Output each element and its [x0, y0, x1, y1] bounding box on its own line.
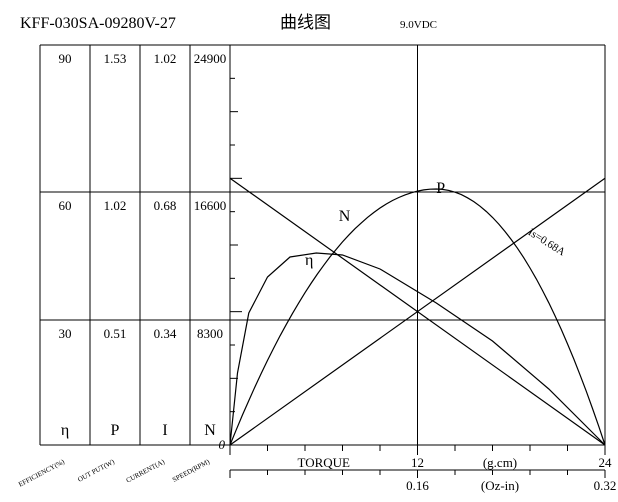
- label-eta: η: [305, 252, 313, 269]
- x-axis-label: TORQUE: [298, 455, 351, 470]
- voltage-label: 9.0VDC: [400, 19, 437, 31]
- y-tick-label: 60: [59, 198, 72, 213]
- y-tick-label: 16600: [194, 198, 227, 213]
- x-unit-ozin: (Oz-in): [481, 478, 519, 493]
- y-tick-label: 30: [59, 326, 72, 341]
- axis-symbol: I: [162, 422, 167, 439]
- y-tick-label: 1.53: [104, 51, 127, 66]
- label-is: Is=0.68A: [526, 226, 567, 258]
- model-title: KFF-030SA-09280V-27: [20, 15, 176, 32]
- y-tick-label: 1.02: [154, 51, 177, 66]
- label-p: P: [436, 180, 445, 197]
- x2-tick-label: 0.32: [594, 478, 617, 493]
- axis-symbol: η: [61, 422, 69, 439]
- chart-title-zh: 曲线图: [280, 13, 331, 32]
- label-n: N: [339, 208, 351, 225]
- x-tick-label: 24: [599, 455, 613, 470]
- x-unit-gcm: (g.cm): [483, 455, 517, 470]
- zero-label: 0: [219, 437, 226, 452]
- axis-sublabel: CURRENT(A): [125, 457, 167, 484]
- axis-sublabel: SPEED(RPM): [171, 457, 211, 484]
- y-tick-label: 8300: [197, 326, 223, 341]
- y-tick-label: 1.02: [104, 198, 127, 213]
- axis-symbol: N: [204, 422, 216, 439]
- axis-sublabel: OUT PUT(W): [76, 457, 116, 483]
- x-tick-label: 12: [411, 455, 424, 470]
- y-tick-label: 90: [59, 51, 72, 66]
- axis-sublabel: EFFICIENCY(%): [17, 457, 66, 488]
- x2-tick-label: 0.16: [406, 478, 429, 493]
- y-tick-label: 0.68: [154, 198, 177, 213]
- y-tick-label: 24900: [194, 51, 227, 66]
- y-tick-label: 0.34: [154, 326, 177, 341]
- axis-symbol: P: [111, 422, 120, 439]
- y-tick-label: 0.51: [104, 326, 127, 341]
